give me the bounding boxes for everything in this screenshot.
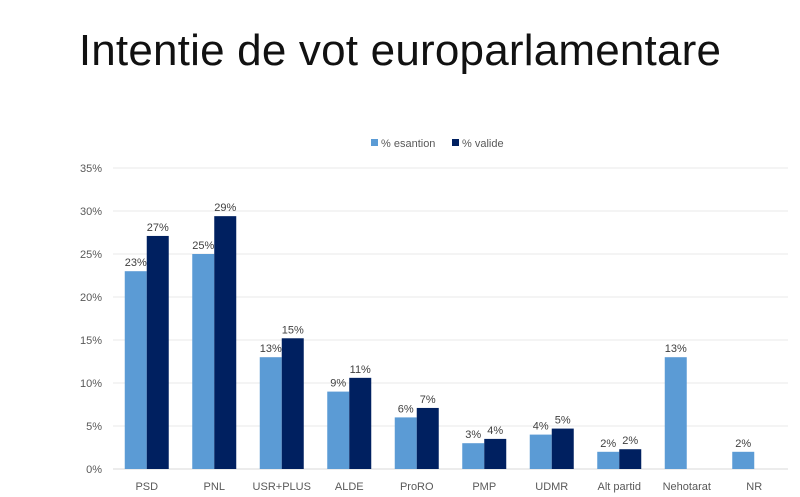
data-label: 15%: [282, 324, 304, 336]
bar-esantion: [597, 451, 620, 469]
y-tick-label: 15%: [80, 335, 102, 347]
y-tick-label: 5%: [86, 421, 102, 433]
bar-esantion: [192, 254, 215, 469]
legend-label: % esantion: [381, 138, 435, 150]
category-label: PNL: [204, 481, 225, 493]
bar-esantion: [124, 271, 147, 469]
data-label: 13%: [665, 343, 687, 355]
legend-label: % valide: [462, 138, 504, 150]
data-label: 29%: [214, 202, 236, 214]
category-label: UDMR: [535, 481, 568, 493]
bar-esantion: [259, 357, 282, 469]
data-label: 9%: [330, 378, 346, 390]
bar-valide: [416, 407, 439, 469]
y-tick-label: 10%: [80, 378, 102, 390]
y-tick-label: 0%: [86, 464, 102, 476]
bar-valide: [484, 438, 507, 469]
data-label: 2%: [622, 435, 638, 447]
data-label: 2%: [735, 438, 751, 450]
category-label: Nehotarat: [663, 481, 711, 493]
data-label: 7%: [420, 394, 436, 406]
data-label: 23%: [125, 257, 147, 269]
y-tick-label: 30%: [80, 206, 102, 218]
x-axis-categories: PSD PNL USR+PLUS ALDE ProRO PMP UDMR Alt partid…: [135, 481, 762, 493]
data-label: 25%: [192, 240, 214, 252]
data-label: 27%: [147, 222, 169, 234]
data-label: 4%: [533, 421, 549, 433]
y-tick-label: 35%: [80, 163, 102, 175]
data-labels: 23%27%25%29%13%15%9%11%6%7%3% 4% 4%5%2% 2%1…: [125, 202, 752, 450]
data-label: 3%: [465, 429, 481, 441]
data-label: 2%: [600, 438, 616, 450]
bar-valide: [619, 449, 642, 469]
data-label: 5%: [555, 415, 571, 427]
legend-swatch-valide: [452, 139, 459, 146]
y-tick-label: 25%: [80, 249, 102, 261]
bar-valide: [281, 338, 304, 469]
chart-title: Intentie de vot europarlamentare: [78, 26, 722, 75]
data-label: 4%: [487, 425, 503, 437]
bar-esantion: [327, 391, 350, 469]
bar-valide: [214, 216, 237, 469]
data-label: 6%: [398, 403, 414, 415]
bar-esantion: [529, 434, 552, 469]
legend-swatch-esantion: [371, 139, 378, 146]
bar-esantion: [664, 357, 687, 469]
bar-valide: [551, 428, 574, 469]
y-axis-ticks: 0% 5% 10% 15% 20% 25% 30% 35%: [80, 163, 102, 476]
bars: [124, 216, 755, 469]
category-label: ProRO: [400, 481, 434, 493]
y-tick-label: 20%: [80, 292, 102, 304]
category-label: USR+PLUS: [253, 481, 311, 493]
data-label: 13%: [260, 343, 282, 355]
bar-esantion: [732, 451, 755, 469]
category-label: NR: [746, 481, 762, 493]
category-label: Alt partid: [598, 481, 641, 493]
bar-valide: [349, 377, 372, 469]
data-label: 11%: [350, 364, 371, 376]
category-label: PSD: [135, 481, 158, 493]
category-label: PMP: [472, 481, 496, 493]
legend: % esantion % valide: [371, 138, 504, 150]
category-label: ALDE: [335, 481, 364, 493]
bar-valide: [146, 235, 169, 469]
bar-esantion: [462, 443, 485, 469]
bar-esantion: [394, 417, 417, 469]
